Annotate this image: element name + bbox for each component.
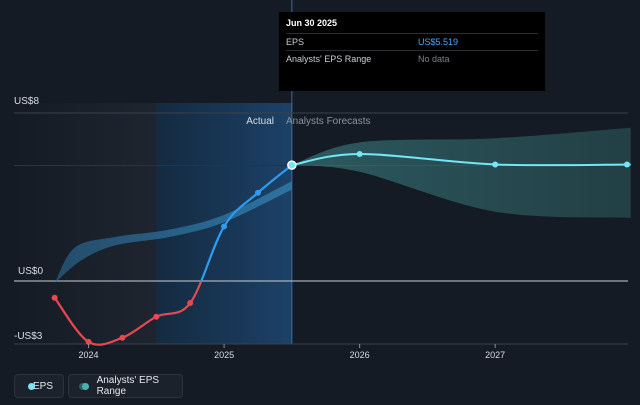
x-tick-label: 2027 [485,350,505,360]
tooltip-eps-label: EPS [286,37,305,47]
tooltip-range-row: Analysts' EPS Range No data [286,50,538,67]
eps-forecast-point [356,150,363,157]
tooltip-eps-value: US$5.519 [418,37,459,47]
past-background [14,103,157,344]
tooltip-date: Jun 30 2025 [286,18,338,28]
x-tick-label: 2025 [214,350,234,360]
legend-eps-label: EPS [33,380,54,392]
eps-actual-point [51,294,58,301]
eps-actual-point [221,223,228,230]
tooltip-eps-row: EPS US$5.519 [286,33,538,50]
eps-forecast-point [624,161,630,168]
eps-actual-point [287,160,297,170]
x-tick-label: 2024 [79,350,99,360]
data-tooltip: Jun 30 2025 EPS US$5.519 Analysts' EPS R… [279,12,545,91]
legend-eps-toggle[interactable]: EPS [14,374,64,398]
eps-actual-point [187,300,194,307]
legend-range-label: Analysts' EPS Range [96,375,160,397]
actual-label: Actual [246,116,274,127]
eps-forecast-point [492,161,499,168]
eps-actual-line-negative [53,281,203,346]
eps-forecast-line [291,152,631,167]
eps-actual-line-positive [200,164,293,281]
eps-actual-point [119,334,126,341]
y-top-label: US$8 [14,96,39,107]
eps-actual-point [254,189,261,196]
range-legend-icon [79,382,89,390]
y-zero-label: US$0 [18,266,43,277]
eps-actual-point [85,338,92,345]
y-bottom-label: -US$3 [14,331,43,342]
tooltip-range-label: Analysts' EPS Range [286,54,372,64]
tooltip-range-value: No data [418,54,450,64]
x-tick-label: 2026 [350,350,370,360]
eps-range-band-past [54,181,292,284]
eps-range-band-forecast [291,127,631,218]
eps-actual-point [153,313,160,320]
forecast-label: Analysts Forecasts [286,116,370,127]
legend-range-toggle[interactable]: Analysts' EPS Range [68,374,183,398]
